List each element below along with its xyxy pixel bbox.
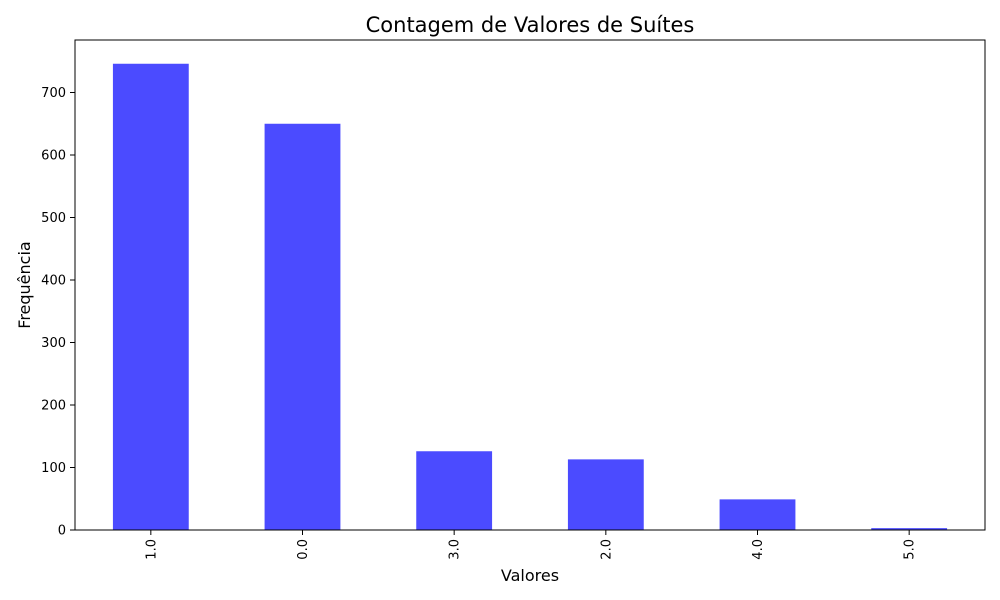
y-tick-label: 300: [41, 336, 66, 351]
bar-2.0: [567, 459, 644, 530]
x-tick-label: 1.0: [144, 539, 159, 560]
plot-frame: [74, 39, 986, 531]
y-tick-label: 600: [41, 149, 66, 164]
x-tick-label: 0.0: [296, 539, 311, 560]
x-tick-label: 4.0: [751, 539, 766, 560]
x-tick-label: 3.0: [448, 539, 463, 560]
bar-0.0: [264, 123, 341, 530]
bar-1.0: [112, 63, 189, 530]
y-axis-label: Frequência: [15, 241, 34, 328]
bar-3.0: [416, 451, 493, 530]
bar-4.0: [719, 499, 796, 530]
y-axis: 0 100 200 300 400 500 600 700: [41, 86, 75, 539]
x-axis-label: Valores: [501, 566, 559, 585]
y-tick-label: 400: [41, 274, 66, 289]
x-tick-label: 5.0: [903, 539, 918, 560]
x-tick-label: 2.0: [599, 539, 614, 560]
chart-title: Contagem de Valores de Suítes: [366, 13, 695, 37]
y-tick-label: 500: [41, 211, 66, 226]
y-tick-label: 200: [41, 399, 66, 414]
bars-layer: [112, 63, 948, 530]
y-tick-label: 700: [41, 86, 66, 101]
y-tick-label: 0: [58, 524, 66, 539]
bar-5.0: [871, 528, 948, 530]
x-axis: 1.0 0.0 3.0 2.0 4.0 5.0: [144, 530, 918, 560]
y-tick-label: 100: [41, 461, 66, 476]
